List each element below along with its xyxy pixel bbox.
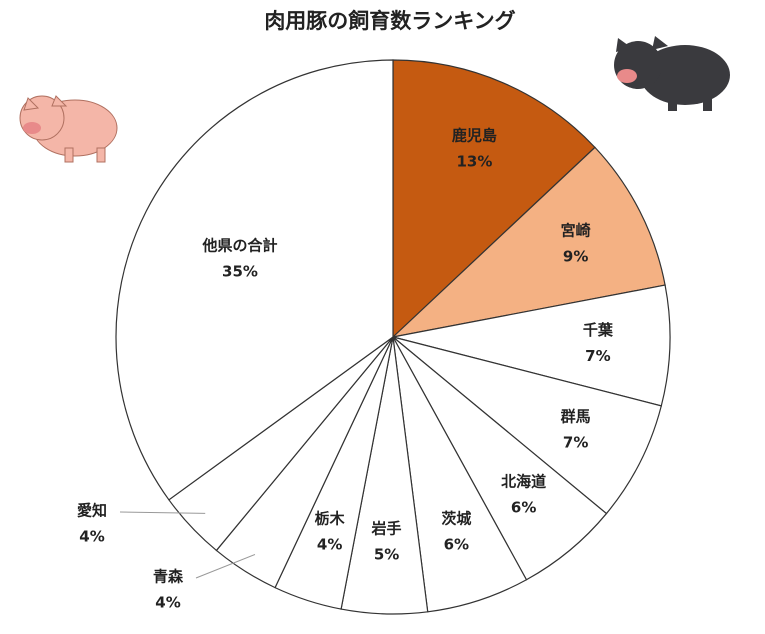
pie-slice <box>392 59 596 339</box>
chart-title: 肉用豚の飼育数ランキング <box>264 9 515 33</box>
slice-label: 鹿児島 <box>452 126 497 144</box>
pie-slice <box>115 59 394 501</box>
value-label: 35% <box>222 263 258 281</box>
slice-label: 愛知 <box>77 502 107 520</box>
slice-label: 千葉 <box>583 321 614 339</box>
pie-slice <box>391 146 666 338</box>
value-label: 6% <box>511 498 536 516</box>
slice-label: 群馬 <box>561 408 591 426</box>
value-label: 9% <box>563 247 588 265</box>
value-label: 7% <box>563 434 588 452</box>
slice-label: 栃木 <box>315 509 346 527</box>
pie-slice <box>392 284 671 407</box>
slice-label: 北海道 <box>501 472 546 490</box>
pie-slice <box>392 336 663 515</box>
slice-label: 岩手 <box>371 519 402 537</box>
value-label: 7% <box>585 347 610 365</box>
value-label: 4% <box>317 535 342 553</box>
slice-label: 宮崎 <box>561 221 591 239</box>
leader-line <box>119 511 206 514</box>
value-label: 4% <box>155 594 180 612</box>
black-pig-illustration <box>614 36 730 111</box>
value-label: 4% <box>79 528 104 546</box>
value-label: 5% <box>374 545 399 563</box>
value-label: 6% <box>444 535 469 553</box>
slice-label: 茨城 <box>441 509 471 527</box>
slice-label: 他県の合計 <box>201 237 277 255</box>
value-label: 13% <box>456 152 492 170</box>
leader-line <box>195 554 256 579</box>
slice-label: 青森 <box>153 568 184 586</box>
pink-pig-illustration <box>19 95 118 163</box>
